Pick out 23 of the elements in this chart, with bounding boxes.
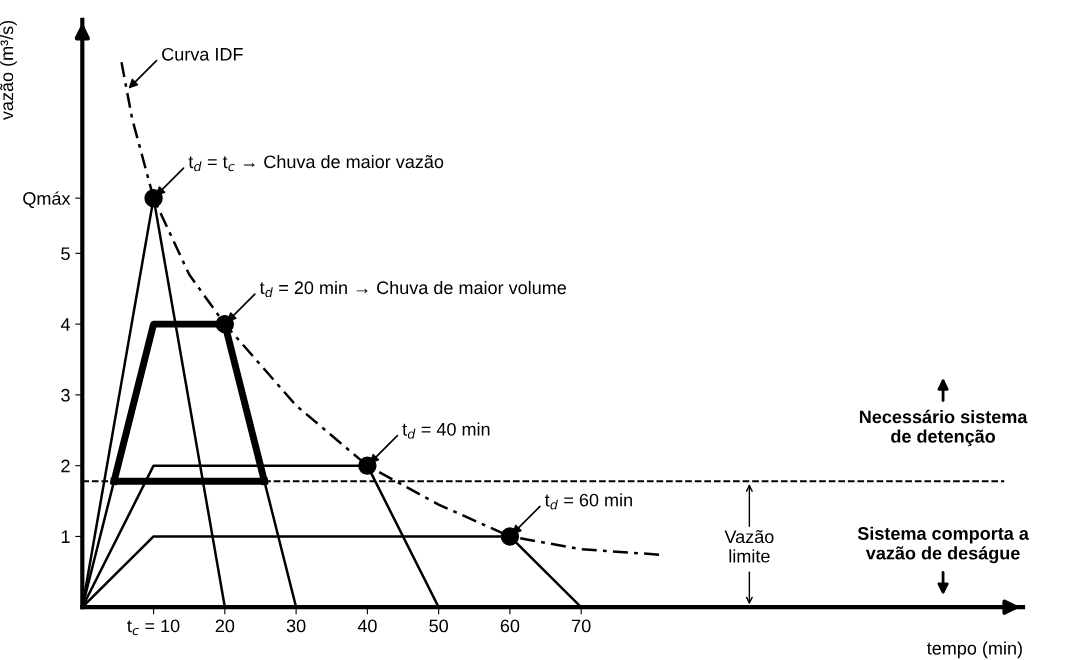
annotation: Curva IDF xyxy=(162,47,243,61)
y-tick-label: 2 xyxy=(61,459,70,473)
y-tick-label: 4 xyxy=(60,318,70,331)
y-tick-label: 3 xyxy=(61,388,70,402)
x-axis-title: tempo (min) xyxy=(927,641,1022,659)
annotation: Necessário sistema de detenção xyxy=(859,409,1028,447)
x-tick-label: 70 xyxy=(572,619,591,633)
y-tick-label: Qmáx xyxy=(23,191,71,209)
y-tick-label: 5 xyxy=(61,247,70,261)
x-tick-label: 30 xyxy=(286,619,306,633)
annotation: Sistema comporta a vazão de deságue xyxy=(857,526,1029,564)
x-tick-label: t$_{c}$ = 10 xyxy=(127,619,180,636)
y-axis-title: vazão (m³/s) xyxy=(0,20,17,121)
y-tick-label: 1 xyxy=(61,530,70,543)
x-tick-label: 40 xyxy=(357,619,377,633)
annotation: t$_{d}$ = t$_{c}$ → Chuva de maior vazão xyxy=(188,154,444,172)
x-tick-label: 50 xyxy=(429,619,448,633)
x-tick-label: 60 xyxy=(500,619,520,633)
annotation: t$_{d}$ = 40 min xyxy=(402,422,490,439)
annotation: t$_{d}$ = 20 min → Chuva de maior volume xyxy=(259,280,567,298)
annotation: t$_{d}$ = 60 min xyxy=(544,493,632,510)
annotation: Vazão limite xyxy=(724,529,774,563)
x-tick-label: 20 xyxy=(215,619,235,633)
